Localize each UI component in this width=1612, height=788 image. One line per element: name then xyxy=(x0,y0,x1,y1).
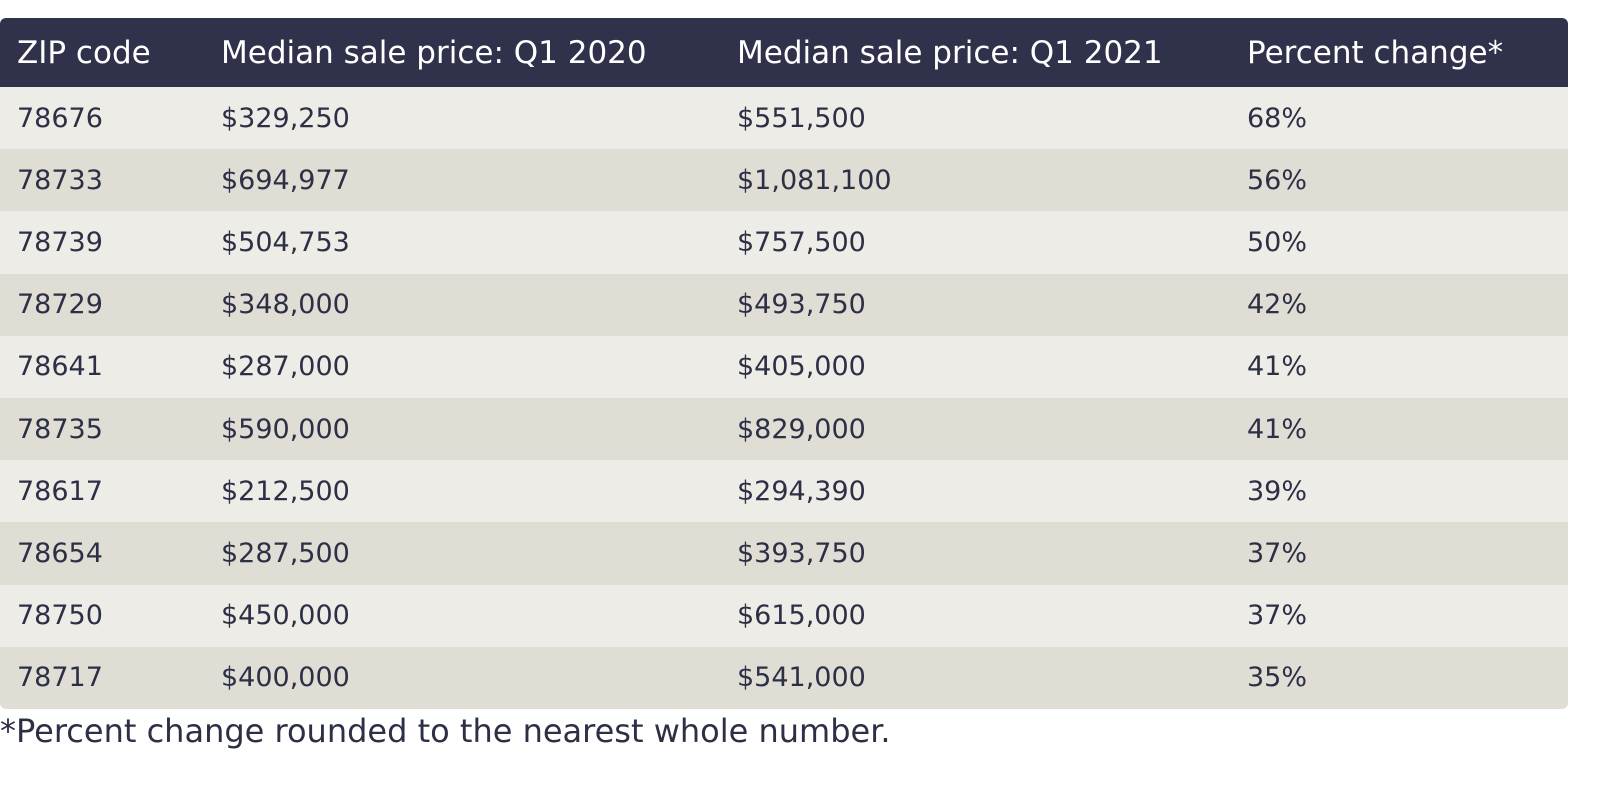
table-row: 78739 $504,753 $757,500 50% xyxy=(0,211,1568,274)
cell-zip: 78617 xyxy=(17,475,103,507)
median-price-table: ZIP code Median sale price: Q1 2020 Medi… xyxy=(0,18,1568,709)
table-row: 78733 $694,977 $1,081,100 56% xyxy=(0,149,1568,212)
cell-percent-change: 42% xyxy=(1247,289,1308,321)
cell-zip: 78729 xyxy=(17,289,103,321)
cell-percent-change: 35% xyxy=(1247,662,1308,694)
cell-price-2021: $1,081,100 xyxy=(737,164,892,196)
cell-price-2020: $590,000 xyxy=(221,413,350,445)
cell-price-2020: $694,977 xyxy=(221,164,350,196)
table-row: 78750 $450,000 $615,000 37% xyxy=(0,584,1568,647)
cell-price-2021: $405,000 xyxy=(737,351,866,383)
cell-percent-change: 68% xyxy=(1247,102,1308,134)
cell-zip: 78641 xyxy=(17,351,103,383)
cell-price-2021: $615,000 xyxy=(737,600,866,632)
cell-percent-change: 39% xyxy=(1247,475,1308,507)
header-zip-code: ZIP code xyxy=(17,34,151,71)
table-row: 78641 $287,000 $405,000 41% xyxy=(0,335,1568,398)
table-row: 78729 $348,000 $493,750 42% xyxy=(0,273,1568,336)
table-row: 78676 $329,250 $551,500 68% xyxy=(0,87,1568,150)
cell-zip: 78676 xyxy=(17,102,103,134)
header-price-2020: Median sale price: Q1 2020 xyxy=(221,34,647,71)
cell-price-2021: $541,000 xyxy=(737,662,866,694)
cell-price-2021: $829,000 xyxy=(737,413,866,445)
cell-price-2021: $493,750 xyxy=(737,289,866,321)
cell-price-2020: $348,000 xyxy=(221,289,350,321)
cell-price-2021: $294,390 xyxy=(737,475,866,507)
cell-price-2020: $400,000 xyxy=(221,662,350,694)
cell-price-2020: $212,500 xyxy=(221,475,350,507)
cell-price-2020: $450,000 xyxy=(221,600,350,632)
cell-zip: 78654 xyxy=(17,537,103,569)
table-row: 78617 $212,500 $294,390 39% xyxy=(0,460,1568,523)
table-footnote: *Percent change rounded to the nearest w… xyxy=(0,712,891,750)
cell-price-2020: $287,500 xyxy=(221,537,350,569)
header-percent-change: Percent change* xyxy=(1247,34,1504,71)
table-row: 78717 $400,000 $541,000 35% xyxy=(0,646,1568,709)
cell-zip: 78739 xyxy=(17,226,103,258)
cell-price-2020: $329,250 xyxy=(221,102,350,134)
cell-percent-change: 37% xyxy=(1247,537,1308,569)
cell-percent-change: 56% xyxy=(1247,164,1308,196)
cell-zip: 78733 xyxy=(17,164,103,196)
cell-price-2020: $287,000 xyxy=(221,351,350,383)
cell-zip: 78735 xyxy=(17,413,103,445)
header-price-2021: Median sale price: Q1 2021 xyxy=(737,34,1163,71)
cell-percent-change: 37% xyxy=(1247,600,1308,632)
cell-zip: 78750 xyxy=(17,600,103,632)
table-header-row: ZIP code Median sale price: Q1 2020 Medi… xyxy=(0,18,1568,87)
cell-price-2021: $757,500 xyxy=(737,226,866,258)
cell-price-2021: $551,500 xyxy=(737,102,866,134)
cell-percent-change: 41% xyxy=(1247,413,1308,445)
table-row: 78654 $287,500 $393,750 37% xyxy=(0,522,1568,585)
cell-percent-change: 50% xyxy=(1247,226,1308,258)
cell-percent-change: 41% xyxy=(1247,351,1308,383)
cell-zip: 78717 xyxy=(17,662,103,694)
cell-price-2020: $504,753 xyxy=(221,226,350,258)
price-table-container: ZIP code Median sale price: Q1 2020 Medi… xyxy=(0,18,1568,709)
cell-price-2021: $393,750 xyxy=(737,537,866,569)
table-row: 78735 $590,000 $829,000 41% xyxy=(0,397,1568,461)
